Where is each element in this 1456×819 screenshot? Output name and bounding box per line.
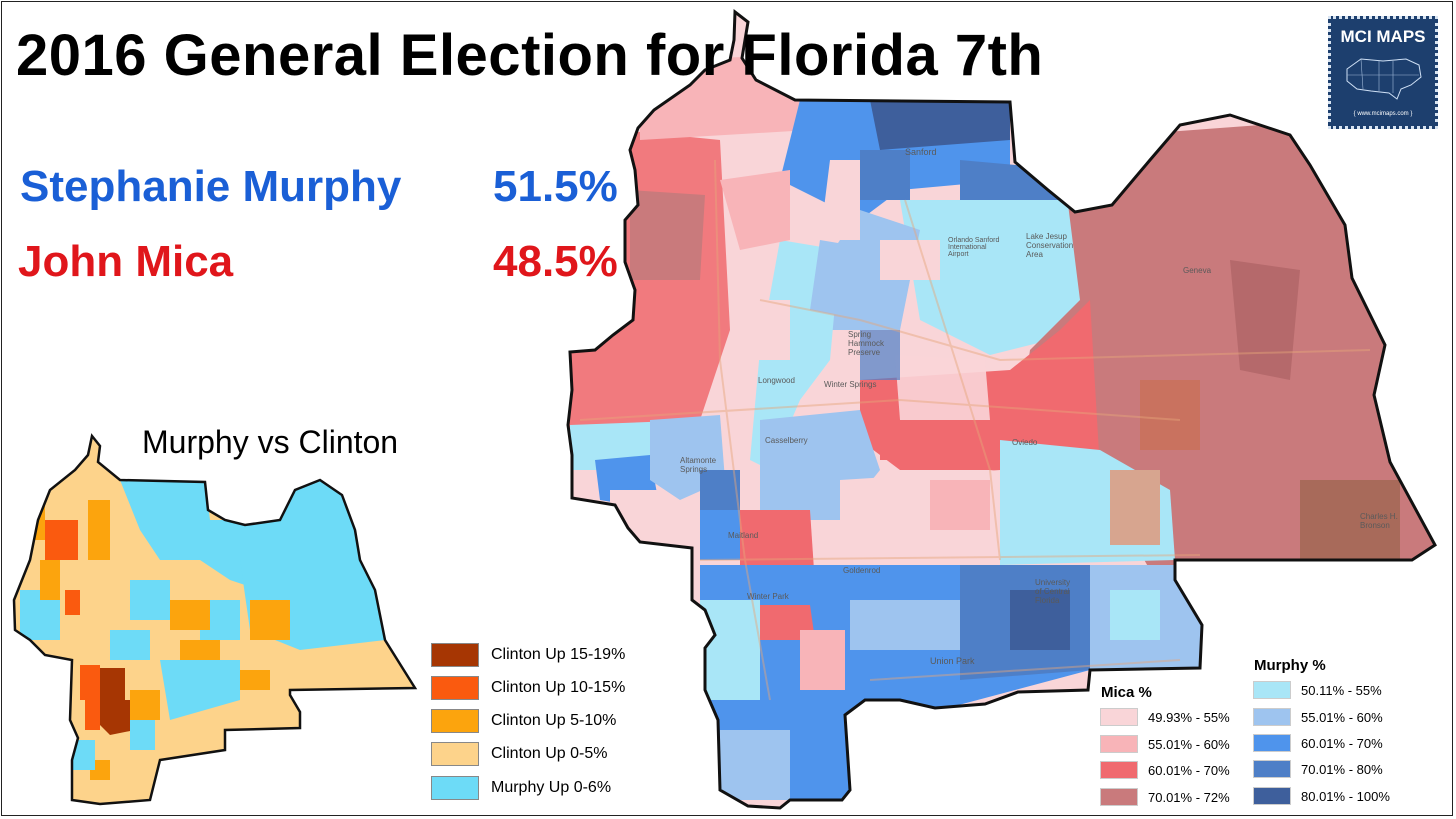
legend-swatch	[1253, 787, 1291, 805]
legend-swatch	[1253, 760, 1291, 778]
legend-swatch	[1253, 681, 1291, 699]
inset-legend-item: Clinton Up 5-10%	[431, 709, 616, 733]
legend-swatch	[431, 776, 479, 800]
legend-swatch	[1253, 708, 1291, 726]
legend-swatch	[431, 709, 479, 733]
murphy-legend-item: 50.11% - 55%	[1253, 680, 1382, 700]
murphy-legend-item: 60.01% - 70%	[1253, 733, 1383, 753]
legend-label: Murphy Up 0-6%	[491, 779, 612, 796]
legend-swatch	[431, 676, 479, 700]
legend-label: 60.01% - 70%	[1148, 762, 1230, 778]
legend-swatch	[431, 643, 479, 667]
legend-label: 50.11% - 55%	[1301, 682, 1382, 698]
legend-label: 55.01% - 60%	[1148, 736, 1230, 752]
mica-legend-item: 55.01% - 60%	[1100, 734, 1230, 754]
place-label: Lake Jesup Conservation Area	[1026, 232, 1074, 259]
murphy-legend-heading: Murphy %	[1254, 657, 1326, 674]
legend-label: 70.01% - 72%	[1148, 789, 1230, 805]
mica-legend-item: 70.01% - 72%	[1100, 787, 1230, 807]
legend-label: 80.01% - 100%	[1301, 788, 1390, 804]
mica-legend-heading: Mica %	[1101, 684, 1152, 701]
place-label: Union Park	[930, 656, 975, 666]
legend-label: 60.01% - 70%	[1301, 735, 1383, 751]
inset-legend-item: Murphy Up 0-6%	[431, 776, 611, 800]
murphy-legend-item: 55.01% - 60%	[1253, 707, 1383, 727]
murphy-name: Stephanie Murphy	[20, 162, 402, 211]
mica-legend-item: 49.93% - 55%	[1100, 707, 1230, 727]
inset-legend-item: Clinton Up 10-15%	[431, 676, 625, 700]
place-label: Geneva	[1183, 266, 1212, 275]
place-label: Oviedo	[1012, 438, 1038, 447]
legend-swatch	[1100, 708, 1138, 726]
place-label: Winter Park	[747, 592, 789, 601]
place-label: Spring Hammock Preserve	[848, 330, 885, 357]
inset-legend-item: Clinton Up 0-5%	[431, 742, 608, 766]
murphy-legend-item: 70.01% - 80%	[1253, 759, 1383, 779]
legend-swatch	[1100, 761, 1138, 779]
legend-label: Clinton Up 5-10%	[491, 712, 617, 729]
legend-swatch	[1253, 734, 1291, 752]
place-label: Maitland	[728, 531, 759, 540]
legend-label: Clinton Up 15-19%	[491, 646, 626, 663]
mica-percent: 48.5%	[493, 237, 618, 286]
legend-label: Clinton Up 10-15%	[491, 679, 626, 696]
mci-maps-logo: MCI MAPS { www.mcimaps.com }	[1328, 16, 1438, 129]
legend-swatch	[431, 742, 479, 766]
inset-legend-item: Clinton Up 15-19%	[431, 643, 625, 667]
page-title: 2016 General Election for Florida 7th	[16, 23, 1044, 88]
mica-name: John Mica	[18, 237, 234, 286]
legend-swatch	[1100, 735, 1138, 753]
place-label: Sanford	[905, 147, 937, 157]
inset-title: Murphy vs Clinton	[142, 424, 399, 460]
place-label: Orlando Sanford International Airport	[948, 237, 1000, 258]
place-label: University of Central Florida	[1035, 578, 1071, 605]
legend-label: 70.01% - 80%	[1301, 761, 1383, 777]
place-label: Casselberry	[765, 436, 808, 445]
murphy-legend-item: 80.01% - 100%	[1253, 786, 1390, 806]
murphy-percent: 51.5%	[493, 162, 618, 211]
place-label: Altamonte Springs	[680, 456, 717, 474]
legend-label: 55.01% - 60%	[1301, 709, 1383, 725]
mica-legend-item: 60.01% - 70%	[1100, 760, 1230, 780]
place-label: Goldenrod	[843, 566, 881, 575]
place-label: Winter Springs	[824, 380, 877, 389]
usa-map-icon	[1346, 58, 1422, 100]
place-label: Longwood	[758, 376, 795, 385]
logo-title: MCI MAPS	[1340, 27, 1426, 46]
logo-url: { www.mcimaps.com }	[1353, 111, 1413, 117]
legend-label: Clinton Up 0-5%	[491, 745, 608, 762]
legend-label: 49.93% - 55%	[1148, 709, 1230, 725]
place-label: Charles H. Bronson	[1360, 512, 1398, 530]
legend-swatch	[1100, 788, 1138, 806]
